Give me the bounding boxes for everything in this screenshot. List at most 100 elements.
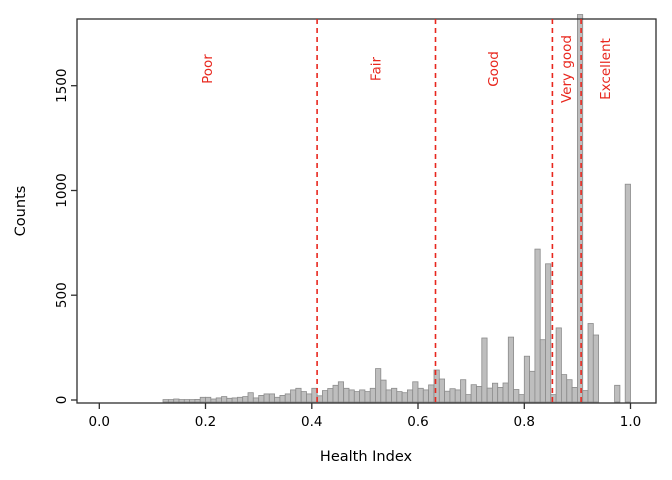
x-tick-label: 0.2 [195,414,216,430]
histogram-bar [369,387,376,403]
histogram-bar [337,381,345,403]
zone-label: Excellent [598,38,614,100]
histogram-bar [242,396,249,403]
zone-label: Fair [369,57,385,82]
histogram-bar [178,399,185,403]
y-tick-label: 0 [54,396,70,405]
histogram-bar [226,397,233,403]
histogram-bar [481,337,488,403]
histogram-bar [396,391,403,403]
histogram-bar [236,396,244,403]
histogram-bar [263,393,270,403]
histogram-bar [284,393,291,403]
histogram-bar [523,355,531,403]
zone-label: Poor [200,54,216,84]
histogram-bar [215,397,222,403]
histogram-bar [258,394,265,403]
histogram-bar [290,389,297,403]
histogram-bar [385,389,392,403]
histogram-bar [507,336,515,403]
histogram-bar [167,399,175,403]
histogram-bar [295,387,302,403]
histogram-bar [189,399,196,403]
x-tick-label: 0.0 [89,414,110,430]
x-tick-label: 0.6 [407,414,428,430]
x-tick-label: 0.4 [301,414,322,430]
histogram-bar [327,388,334,403]
histogram-bar [561,374,568,403]
histogram-bar [231,397,238,403]
histogram-bar [406,389,414,403]
x-tick-label: 0.8 [514,414,535,430]
histogram-bar [486,387,493,403]
zone-labels-group: Poor Fair Good Very good Excellent [200,35,614,103]
x-tick-label: 1.0 [620,414,641,430]
histogram-bar [428,384,435,403]
histogram-bar [587,323,594,403]
histogram-bar [210,398,217,403]
y-tick-label: 1500 [54,69,70,103]
plot-frame [76,18,657,404]
histogram-bar [592,334,600,403]
histogram-bar [321,390,329,403]
histogram-bar [476,385,483,403]
histogram-bar [454,389,461,403]
histogram-bar [183,399,191,403]
histogram-bar [614,384,621,403]
histogram-bar [173,398,180,403]
zone-label: Very good [559,35,575,103]
histogram-bar [279,394,286,403]
histogram-bar [539,339,546,403]
histogram-bar [577,14,584,403]
histogram-bar [391,387,398,403]
y-axis: 0 500 1000 1500 [54,69,77,405]
histogram-bar [497,386,504,403]
histogram-bar [566,379,573,403]
histogram-bar [624,183,631,403]
histogram-bar [412,381,419,403]
histogram-bar [465,394,472,403]
histogram-bar [353,391,361,403]
histogram-bar [529,370,536,403]
histogram-bar [417,387,424,403]
histogram-bar [247,392,254,403]
bars-group [162,14,631,403]
histogram-bar [311,387,318,403]
histogram-bar [550,394,557,403]
y-tick-label: 1000 [54,173,70,207]
histogram-bar [364,391,371,403]
histogram-bar [422,389,430,403]
histogram-bar [534,248,541,403]
x-axis: 0.0 0.2 0.4 0.6 0.8 1.0 [89,403,641,430]
histogram-bar [359,389,366,403]
histogram-bar [582,390,589,403]
histogram-bar [449,388,456,403]
histogram-bar [460,379,467,403]
histogram-bar [221,396,228,403]
histogram-bar [332,384,339,403]
histogram-bar [306,393,313,403]
histogram-bar [571,386,578,403]
histogram-bar [491,382,499,403]
x-axis-title: Health Index [320,449,413,465]
histogram-bar [199,396,206,403]
histogram-bar [438,378,446,403]
y-tick-label: 500 [54,282,70,308]
histogram-bar [502,382,509,403]
histogram-bar [518,394,525,403]
histogram-bar [252,397,260,403]
histogram-bar [162,399,169,403]
histogram-bar [375,368,382,403]
threshold-lines-group [316,19,582,403]
histogram-bar [545,263,552,403]
histogram-bar [268,393,276,403]
histogram-bar [555,327,562,403]
histogram-bar [343,387,350,403]
histogram-bar [401,392,408,403]
histogram-bar [513,389,520,403]
histogram-bar [470,384,477,403]
histogram-bar [300,391,307,403]
histogram-bar [274,396,281,403]
